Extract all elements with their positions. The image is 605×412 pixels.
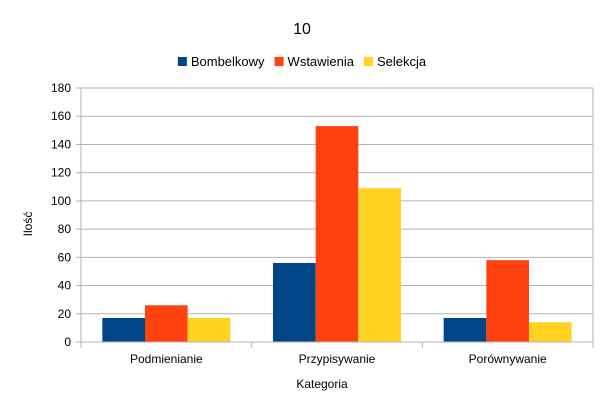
y-tick-label: 120 — [51, 166, 71, 180]
y-tick-label: 20 — [58, 307, 72, 321]
y-tick-label: 180 — [51, 81, 71, 95]
y-tick-label: 0 — [64, 335, 71, 349]
x-tick-label: Porównywanie — [469, 352, 547, 366]
axes — [80, 88, 594, 348]
y-tick-label: 40 — [58, 279, 72, 293]
x-axis-label: Kategoria — [296, 377, 348, 391]
bars — [102, 126, 572, 342]
x-tick-label: Podmienianie — [130, 352, 203, 366]
legend-item: Bombelkowy — [177, 54, 265, 69]
bar-wstawienia-2 — [315, 126, 359, 342]
bar-wstawienia-1 — [145, 305, 188, 342]
legend-label: Wstawienia — [288, 54, 355, 69]
x-tick-label: Przypisywanie — [299, 352, 376, 366]
y-tick-label: 140 — [51, 137, 71, 151]
y-tick-labels: 0 20 40 60 80 100 120 140 160 180 — [51, 81, 71, 349]
legend-item: Selekcja — [364, 54, 427, 69]
legend: Bombelkowy Wstawienia Selekcja — [177, 54, 427, 69]
legend-label: Selekcja — [377, 54, 427, 69]
bar-selekcja-3 — [529, 322, 572, 342]
legend-label: Bombelkowy — [191, 54, 265, 69]
legend-swatch — [177, 57, 187, 66]
bar-bombelkowy-2 — [273, 262, 316, 342]
legend-item: Wstawienia — [274, 54, 355, 69]
bar-bombelkowy-3 — [443, 318, 487, 342]
y-axis-label: Ilość — [21, 212, 35, 237]
bar-selekcja-2 — [358, 188, 401, 342]
y-tick-label: 160 — [51, 109, 71, 123]
chart-title: 10 — [293, 21, 311, 38]
bar-bombelkowy-1 — [102, 318, 145, 342]
y-tick-label: 80 — [58, 222, 72, 236]
y-tick-label: 100 — [51, 194, 71, 208]
legend-swatch — [274, 57, 284, 66]
bar-wstawienia-3 — [486, 260, 529, 342]
x-tick-labels: Podmienianie Przypisywanie Porównywanie — [130, 352, 547, 366]
legend-swatch — [364, 57, 374, 66]
bar-selekcja-1 — [187, 318, 231, 342]
y-tick-label: 60 — [58, 250, 72, 264]
